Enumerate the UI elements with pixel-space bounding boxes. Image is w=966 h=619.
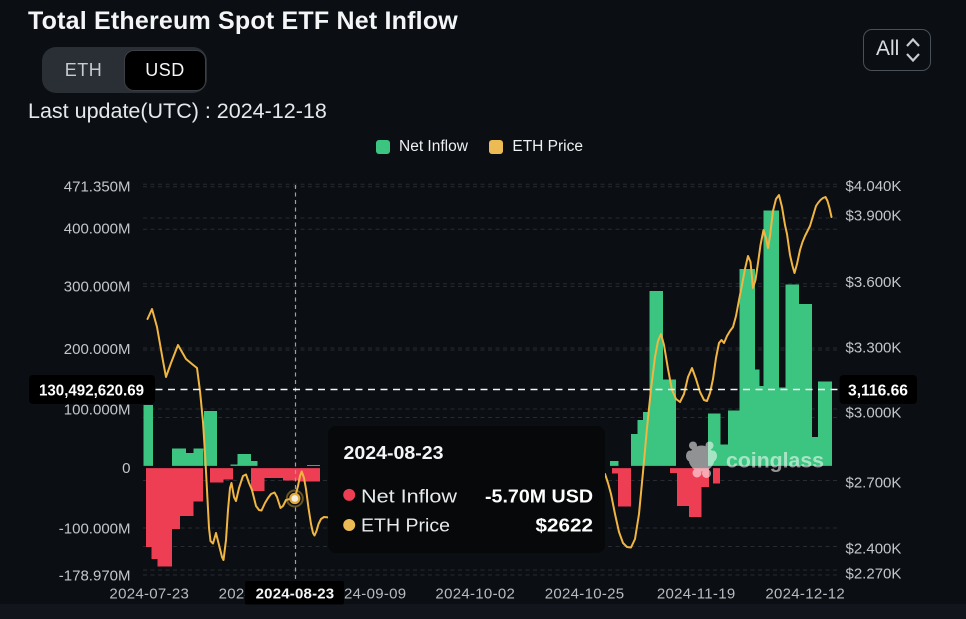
svg-text:$3.000K: $3.000K [846,404,902,421]
svg-text:coinglass: coinglass [726,449,824,473]
svg-text:Net Inflow: Net Inflow [361,487,458,507]
svg-text:-178.970M: -178.970M [59,567,131,584]
svg-text:0: 0 [122,460,130,477]
svg-text:2024-08-23: 2024-08-23 [344,443,444,463]
svg-text:24-09-09: 24-09-09 [344,586,406,603]
svg-text:100.000M: 100.000M [64,401,131,418]
svg-text:200.000M: 200.000M [64,341,131,358]
svg-text:130,492,620.69: 130,492,620.69 [39,383,144,400]
svg-text:2024-08-23: 2024-08-23 [256,586,335,603]
svg-text:$2622: $2622 [536,516,594,536]
svg-text:$2.700K: $2.700K [846,474,902,491]
svg-text:2024-10-25: 2024-10-25 [545,586,625,603]
svg-text:$3.900K: $3.900K [846,207,902,224]
svg-text:2024-11-19: 2024-11-19 [657,586,736,603]
svg-text:471.350M: 471.350M [64,178,131,195]
svg-text:-100.000M: -100.000M [59,520,131,537]
svg-text:300.000M: 300.000M [64,278,131,295]
svg-text:3,116.66: 3,116.66 [848,383,908,400]
svg-text:2024-10-02: 2024-10-02 [435,586,515,603]
svg-text:2024-12-12: 2024-12-12 [765,586,845,603]
svg-text:$3.300K: $3.300K [846,339,902,356]
svg-text:$3.600K: $3.600K [846,274,902,291]
svg-text:2024-07-23: 2024-07-23 [109,586,189,603]
svg-text:$4.040K: $4.040K [846,178,902,195]
svg-text:-5.70M USD: -5.70M USD [485,487,593,507]
svg-text:$2.400K: $2.400K [846,540,902,557]
svg-text:$2.270K: $2.270K [846,565,902,582]
svg-text:ETH Price: ETH Price [361,516,450,536]
svg-text:400.000M: 400.000M [64,220,131,237]
